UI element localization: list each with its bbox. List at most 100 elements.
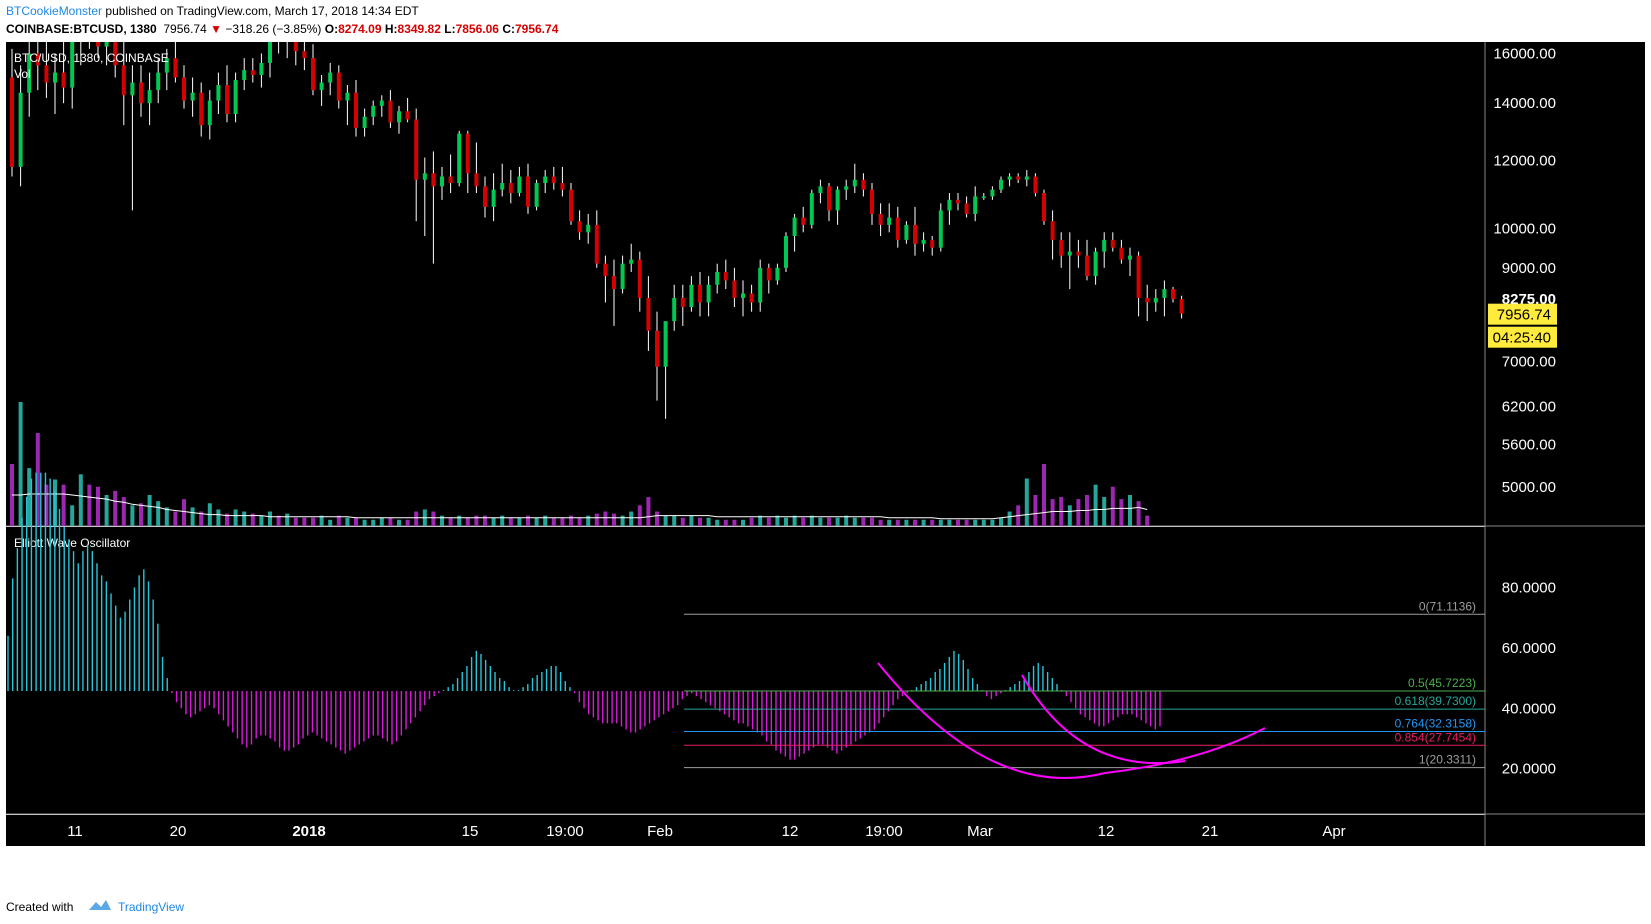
- candle: [53, 53, 57, 115]
- volume-bar: [689, 515, 694, 526]
- low-value: 7856.06: [455, 22, 499, 36]
- candle: [818, 179, 823, 204]
- candle-body: [534, 183, 539, 207]
- volume-bar: [1136, 501, 1141, 526]
- candle-body: [457, 133, 462, 184]
- volume-bar: [448, 517, 453, 526]
- candle: [913, 206, 917, 256]
- volume-bar: [311, 517, 315, 526]
- candle-body: [878, 213, 883, 225]
- volume-bar: [844, 515, 849, 526]
- candle-body: [61, 72, 66, 88]
- candle: [672, 284, 677, 331]
- volume-bar: [973, 519, 978, 526]
- candle: [1110, 232, 1115, 252]
- candle: [500, 163, 505, 197]
- candle-body: [1076, 251, 1081, 256]
- arc-drawing: [1021, 674, 1186, 765]
- price-axis-label: 6200.00: [1502, 399, 1556, 416]
- x-axis-tick-label: 21: [1202, 823, 1219, 840]
- candle-body: [53, 72, 57, 83]
- candle: [371, 100, 376, 126]
- candle: [1102, 232, 1107, 268]
- candle-body: [792, 217, 797, 237]
- candle: [207, 90, 212, 140]
- chart-canvas[interactable]: 16000.00 14000.00 12000.00 10000.00 9000.00 8…: [0, 42, 1651, 888]
- candle-body: [1050, 221, 1055, 240]
- author-link[interactable]: BTCookieMonster: [6, 4, 103, 18]
- volume-bar: [775, 515, 780, 526]
- candle-body: [1110, 239, 1115, 248]
- candle-body: [354, 92, 358, 128]
- candle-body: [10, 77, 14, 167]
- volume-bar: [930, 519, 935, 526]
- candle-body: [827, 186, 831, 211]
- candle-body: [139, 82, 143, 104]
- x-axis-tick-label: 2018: [292, 823, 325, 840]
- volume-bar: [190, 507, 195, 526]
- volume-bar: [1102, 497, 1107, 526]
- volume-bar: [620, 515, 625, 526]
- volume-bar: [1007, 511, 1012, 526]
- candle-body: [663, 321, 668, 367]
- fib-level-label: 1(20.3311): [1419, 753, 1476, 767]
- volume-bar: [70, 505, 75, 526]
- candle: [440, 166, 444, 200]
- candle-body: [302, 51, 307, 59]
- candle: [629, 243, 634, 272]
- candle-body: [156, 72, 161, 91]
- candle: [182, 65, 186, 109]
- volume-bar: [362, 519, 367, 526]
- candle: [491, 173, 496, 222]
- candle: [27, 42, 32, 117]
- price-pane-bg: [6, 42, 1485, 526]
- candle-body: [1033, 176, 1038, 194]
- candle-body: [646, 297, 651, 331]
- volume-bar: [612, 513, 616, 526]
- candle-body: [586, 224, 591, 233]
- candle-body: [1179, 299, 1184, 314]
- candle-body: [362, 116, 367, 128]
- candle: [792, 213, 797, 252]
- candle-body: [603, 263, 608, 277]
- price-change: −318.26 (−3.85%): [225, 22, 322, 36]
- candle-body: [517, 176, 522, 194]
- candle-body: [921, 239, 926, 244]
- candle: [113, 42, 118, 78]
- candle: [80, 42, 82, 66]
- candle-body: [474, 173, 479, 187]
- volume-bar: [371, 519, 376, 526]
- candle-body: [895, 217, 900, 240]
- candle-body: [311, 58, 315, 91]
- volume-bar: [938, 519, 943, 526]
- candle: [551, 166, 556, 190]
- oscillator-axis-label: 60.0000: [1502, 640, 1556, 657]
- candle: [801, 206, 806, 233]
- candle: [1162, 280, 1167, 317]
- price-axis-label: 5600.00: [1502, 437, 1556, 454]
- open-label: O:: [324, 22, 339, 36]
- candle: [70, 42, 75, 109]
- volume-bar: [637, 505, 642, 526]
- volume-bar: [861, 517, 866, 526]
- candle: [465, 130, 470, 194]
- candle: [422, 157, 427, 237]
- candle: [560, 166, 565, 197]
- candle-body: [405, 111, 410, 120]
- candle: [1145, 284, 1150, 322]
- candle: [689, 276, 694, 312]
- tradingview-link[interactable]: TradingView: [118, 900, 185, 914]
- candle: [302, 42, 307, 71]
- candle-body: [990, 189, 995, 197]
- volume-bar: [1145, 515, 1150, 526]
- fib-level-label: 0.764(32.3158): [1395, 716, 1476, 730]
- volume-bar: [147, 495, 152, 526]
- candle-body: [1153, 297, 1158, 303]
- candle-body: [233, 79, 238, 115]
- volume-bar: [646, 497, 651, 526]
- candle-body: [809, 193, 814, 225]
- candle: [88, 42, 90, 49]
- candle: [388, 90, 393, 128]
- volume-bar: [594, 513, 599, 526]
- volume-bar: [818, 517, 823, 526]
